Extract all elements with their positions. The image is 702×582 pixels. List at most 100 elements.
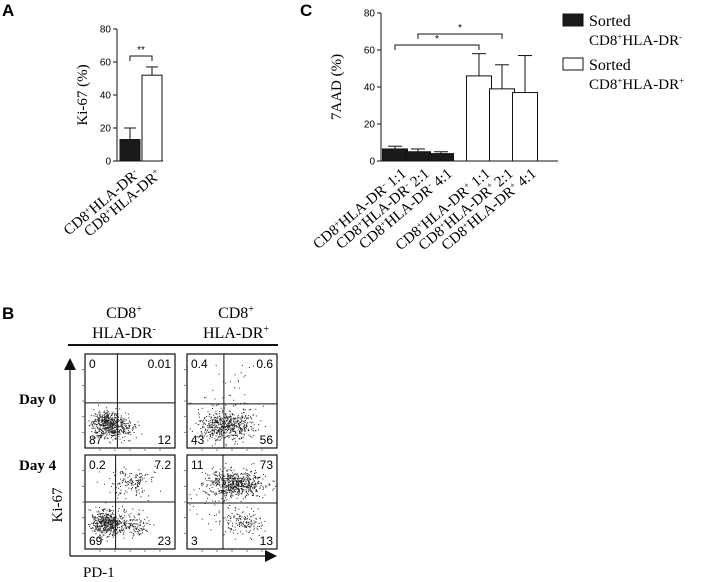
flow-event [244,479,246,481]
flow-event [251,491,253,493]
flow-event [236,421,238,423]
flow-event [218,427,220,429]
flow-event [102,426,104,427]
flow-event [258,535,260,536]
flow-event [209,514,211,515]
flow-event [112,434,114,436]
flow-event [225,490,227,492]
flow-event [215,514,217,516]
flow-event [221,434,223,436]
flow-event [214,431,215,433]
flow-event [224,422,226,424]
flow-event [139,484,141,485]
flow-event [246,475,248,476]
flow-event [253,414,255,416]
flow-event [215,471,217,473]
flow-event [111,517,113,519]
flow-event [107,516,109,518]
bar [489,88,515,162]
label-sup: + [414,219,424,230]
flow-event [124,522,126,524]
flow-event [105,427,107,429]
flow-event [202,426,204,427]
flow-event [262,405,264,407]
significance-bracket [129,55,153,61]
flow-event [114,434,116,436]
flow-event [245,416,246,418]
flow-event [218,430,220,432]
flow-event [221,479,223,481]
flow-event [118,523,120,525]
flow-event [241,438,242,439]
flow-event [110,515,112,516]
flow-event [220,477,221,479]
quadrant-percent: 87 [89,433,103,447]
flow-event [223,490,225,492]
flow-event [235,478,236,480]
flow-event [134,517,136,519]
flow-event [94,419,96,421]
flow-event [98,429,100,430]
flow-event [126,427,128,429]
flow-event [214,417,216,418]
flow-event [211,432,213,434]
flow-event [211,481,213,483]
flow-event [205,492,207,494]
flow-event [238,422,240,424]
flow-event [236,443,238,445]
flow-event [95,506,97,508]
flow-event [122,530,124,532]
flow-event [229,423,231,424]
flow-event [106,407,108,409]
flow-event [101,429,102,431]
flow-event [110,424,112,426]
flow-event [230,477,232,479]
flow-event [107,430,109,432]
flow-event [241,420,243,422]
flow-event [122,506,123,508]
flow-event [125,510,127,512]
flow-event [127,483,129,485]
flow-event [104,524,106,526]
flow-event [226,469,228,471]
flow-event [222,397,224,399]
flow-event [262,478,264,480]
flow-event [124,475,126,477]
flow-event [88,424,90,426]
flow-event [100,418,102,420]
flow-event [136,482,138,484]
y-axis-label: Ki-67 (%) [75,64,91,125]
flow-event [221,435,223,437]
flow-event [126,423,128,424]
flow-event [104,523,106,525]
flow-event [213,493,215,495]
flow-event [244,526,246,528]
flow-event [102,521,104,523]
flow-event [95,414,97,416]
flow-event [227,478,229,480]
flow-event [123,528,124,530]
flow-event [249,529,251,531]
y-axis-label: Ki-67 [50,487,66,522]
flow-event [264,476,266,477]
flow-event [218,482,220,483]
flow-event [122,419,124,421]
flow-event [107,430,109,432]
flow-event [130,523,132,525]
flow-event [221,492,223,493]
flow-event [228,437,230,439]
flow-event [234,430,236,432]
flow-event [250,435,252,437]
flow-event [106,434,108,436]
flow-event [106,517,107,519]
flow-event [223,483,225,485]
flow-event [229,488,231,490]
flow-event [229,469,231,471]
flow-event [105,419,107,421]
flow-event [207,439,209,441]
flow-event [95,523,97,525]
flow-event [242,423,244,425]
flow-event [212,433,214,435]
flow-event [211,427,213,428]
flow-event [204,431,206,433]
